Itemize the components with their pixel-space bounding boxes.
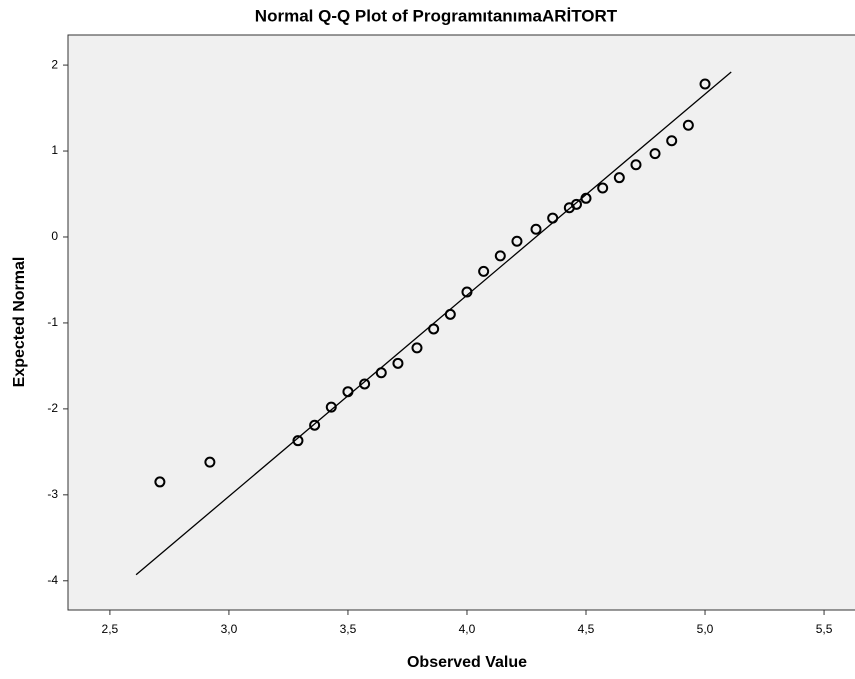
point [411, 342, 423, 354]
y-tick-label: 0 [51, 229, 58, 243]
point [547, 212, 559, 224]
point [461, 286, 473, 298]
x-tick-label: 3,5 [340, 622, 357, 636]
reference-line [135, 71, 732, 576]
y-tick-label: 2 [51, 57, 58, 71]
point [580, 192, 592, 204]
point [699, 78, 711, 90]
point [597, 182, 609, 194]
y-tick-label: -2 [47, 401, 58, 415]
point [392, 357, 404, 369]
point [478, 265, 490, 277]
y-tick-label: 1 [51, 143, 58, 157]
point [292, 435, 304, 447]
point [359, 378, 371, 390]
plot-area [67, 34, 855, 611]
point [666, 135, 678, 147]
point [570, 198, 582, 210]
x-tick-label: 4,0 [459, 622, 476, 636]
point [682, 119, 694, 131]
point [613, 172, 625, 184]
y-tick-label: -4 [47, 573, 58, 587]
x-tick-label: 4,5 [578, 622, 595, 636]
point [649, 148, 661, 160]
x-axis-label: Observed Value [407, 654, 527, 671]
x-tick-label: 3,0 [221, 622, 238, 636]
point [342, 386, 354, 398]
y-tick-label: -3 [47, 487, 58, 501]
point [154, 476, 166, 488]
point [428, 323, 440, 335]
point [530, 223, 542, 235]
point [325, 401, 337, 413]
chart-title: Normal Q-Q Plot of ProgramıtanımaARİTORT [255, 6, 618, 25]
point [630, 159, 642, 171]
x-tick-label: 5,5 [816, 622, 833, 636]
point [309, 419, 321, 431]
y-axis-label: Expected Normal [11, 257, 28, 388]
point [494, 250, 506, 262]
point [204, 456, 216, 468]
x-tick-label: 2,5 [102, 622, 119, 636]
x-tick-label: 5,0 [697, 622, 714, 636]
point [375, 367, 387, 379]
point [444, 308, 456, 320]
point [511, 235, 523, 247]
y-tick-label: -1 [47, 315, 58, 329]
